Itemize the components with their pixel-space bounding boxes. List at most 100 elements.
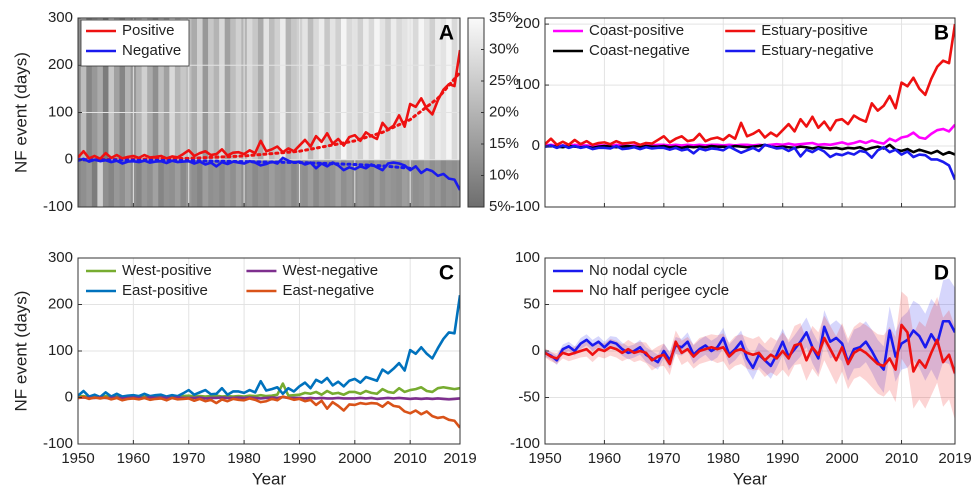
shade-bar-positive <box>274 18 281 160</box>
y-tick-label: 0 <box>65 388 73 405</box>
y-tick-label: -100 <box>43 435 73 452</box>
shade-bar-negative <box>147 159 154 207</box>
legend-label: East-positive <box>122 282 208 299</box>
shade-bar-positive <box>78 18 82 160</box>
shade-bar-negative <box>152 159 159 207</box>
y-tick-label: 0 <box>532 342 540 359</box>
shade-bar-positive <box>97 18 104 160</box>
shade-bar-positive <box>246 18 253 160</box>
series-line <box>78 156 460 191</box>
panel-label: B <box>934 22 949 45</box>
shade-bar-negative <box>191 159 198 207</box>
colorbar-tick-label: 30% <box>489 40 519 57</box>
shade-bar-negative <box>424 159 430 207</box>
shade-bar-negative <box>435 159 441 207</box>
shade-bar-positive <box>197 18 203 160</box>
shade-bar-positive <box>113 18 120 160</box>
shade-bar-positive <box>152 18 159 160</box>
x-tick-label: 1990 <box>283 450 316 467</box>
shade-bar-positive <box>424 18 430 160</box>
shade-bar-positive <box>340 18 347 160</box>
shade-bar-positive <box>451 18 458 160</box>
shade-bar-negative <box>446 159 452 207</box>
panel-label: C <box>439 262 454 285</box>
shade-bar-positive <box>158 18 165 160</box>
series-line <box>545 23 955 147</box>
axes-frame <box>77 257 461 445</box>
y-tick-label: 100 <box>515 76 540 93</box>
shade-bar-negative <box>119 159 126 207</box>
shade-bar-negative <box>136 159 142 207</box>
x-tick-label: 2010 <box>393 450 426 467</box>
shade-bar-positive <box>235 18 242 160</box>
legend-label: Coast-positive <box>589 22 684 39</box>
x-tick-label: 2019 <box>938 450 971 467</box>
shade-bar-negative <box>324 159 331 207</box>
shade-bar-positive <box>379 18 386 160</box>
shade-bar-positive <box>136 18 142 160</box>
shade-bar-positive <box>280 18 286 160</box>
shade-bar-positive <box>396 18 403 160</box>
colorbar-tick-label: 5% <box>489 198 511 215</box>
legend-label: Estuary-positive <box>761 22 868 39</box>
shade-bar-positive <box>191 18 198 160</box>
shade-bar-negative <box>91 159 98 207</box>
shade-bar-positive <box>202 18 209 160</box>
axes-frame <box>544 257 956 445</box>
x-tick-label: 1960 <box>588 450 621 467</box>
shade-bar-negative <box>219 159 226 207</box>
shade-bar-negative <box>263 159 270 207</box>
legend-label: No nodal cycle <box>589 262 687 279</box>
legend-label: Positive <box>122 22 175 39</box>
x-tick-label: 2019 <box>443 450 476 467</box>
y-tick-label: 100 <box>48 342 73 359</box>
shade-bar-positive <box>252 18 259 160</box>
trend-line <box>78 70 460 162</box>
shade-bar-negative <box>202 159 209 207</box>
shade-bar-negative <box>113 159 120 207</box>
shade-bar-positive <box>313 18 320 160</box>
shade-bar-negative <box>440 159 447 207</box>
shade-bar-positive <box>80 18 87 160</box>
shade-bar-positive <box>108 18 115 160</box>
shade-bar-negative <box>313 159 320 207</box>
shade-bar-positive <box>302 18 309 160</box>
x-tick-label: 1950 <box>528 450 561 467</box>
shade-bar-positive <box>169 18 176 160</box>
plot-area <box>78 18 460 207</box>
series-line <box>545 143 955 181</box>
shade-bar-negative <box>291 159 297 207</box>
shade-bar-positive <box>335 18 342 160</box>
shade-bar-negative <box>163 159 170 207</box>
axes-frame <box>77 17 461 208</box>
shade-bar-positive <box>224 18 231 160</box>
shade-bar-positive <box>412 18 419 160</box>
y-tick-label: 300 <box>48 9 73 26</box>
shade-bar-positive <box>86 18 93 160</box>
shade-bar-positive <box>357 18 364 160</box>
legend-label: No half perigee cycle <box>589 282 729 299</box>
x-tick-label: 1990 <box>766 450 799 467</box>
shade-bar-positive <box>291 18 297 160</box>
x-axis-label: Year <box>733 469 768 488</box>
shade-bar-positive <box>163 18 170 160</box>
error-band <box>545 278 955 393</box>
shade-bar-negative <box>368 159 375 207</box>
legend-label: West-positive <box>122 262 212 279</box>
x-tick-label: 1950 <box>61 450 94 467</box>
shade-bar-negative <box>302 159 309 207</box>
x-tick-label: 2000 <box>338 450 371 467</box>
shade-bar-positive <box>374 18 381 160</box>
series-line <box>545 123 955 148</box>
y-tick-label: 100 <box>515 249 540 266</box>
shade-bar-negative <box>457 159 460 207</box>
shade-bar-negative <box>197 159 203 207</box>
shade-bar-negative <box>108 159 115 207</box>
shade-bar-positive <box>329 18 336 160</box>
shade-bar-positive <box>346 18 353 160</box>
x-tick-label: 1960 <box>117 450 150 467</box>
colorbar-tick-label: 15% <box>489 135 519 152</box>
shade-bar-positive <box>208 18 214 160</box>
y-tick-label: 100 <box>48 103 73 120</box>
